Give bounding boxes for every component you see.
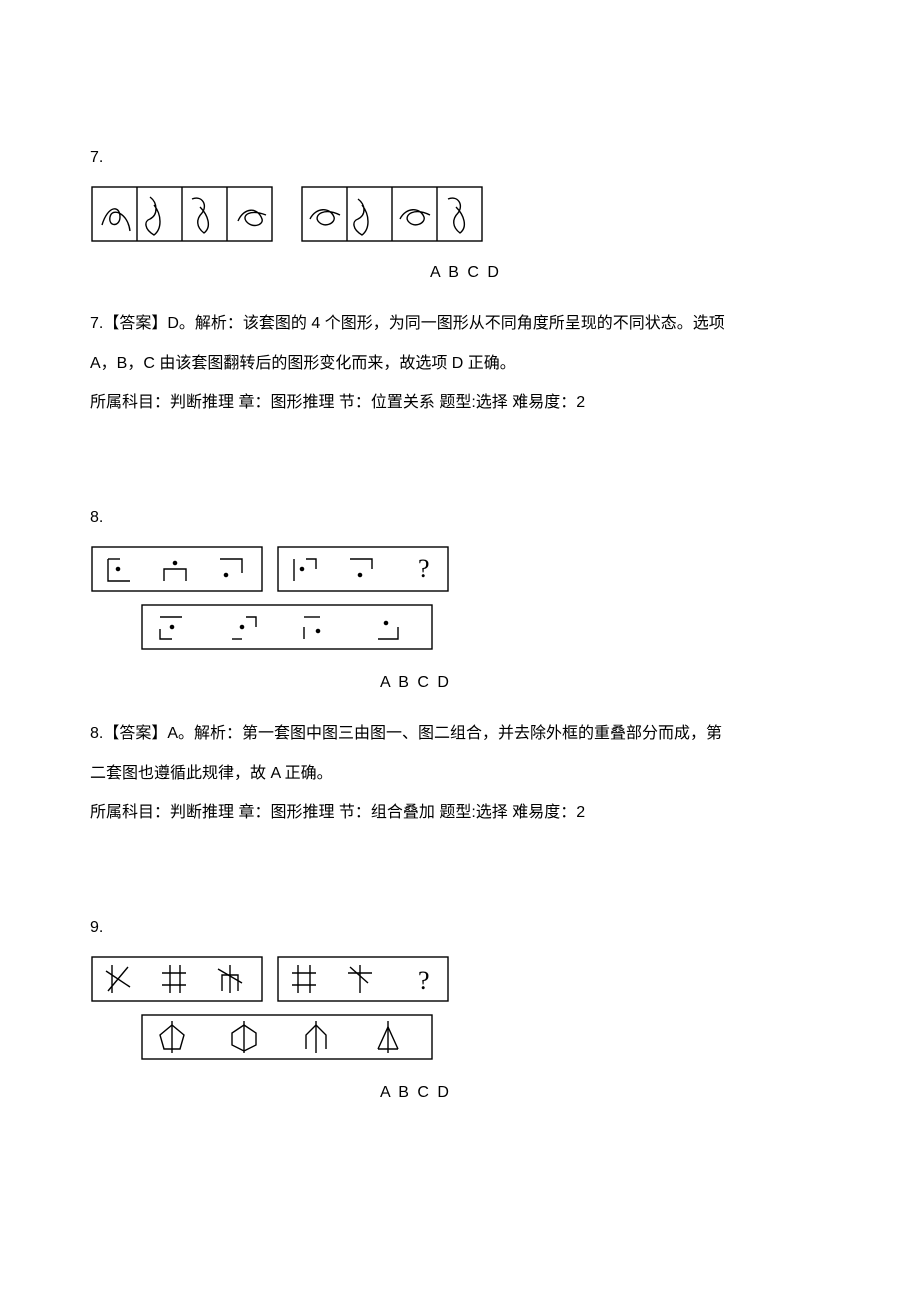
option-letters: A B C D <box>380 1075 920 1110</box>
svg-text:?: ? <box>418 966 430 995</box>
answer-text-cont: 二套图也遵循此规律，故 A 正确。 <box>90 756 920 791</box>
question-number: 7. <box>90 140 920 175</box>
svg-text:?: ? <box>418 554 430 583</box>
question-number: 8. <box>90 500 920 535</box>
q8-figure: ? <box>90 545 920 655</box>
answer-text: 8.【答案】A。解析：第一套图中图三由图一、图二组合，并去除外框的重叠部分而成，… <box>90 716 920 751</box>
answer-text: 7.【答案】D。解析：该套图的 4 个图形，为同一图形从不同角度所呈现的不同状态… <box>90 306 920 341</box>
answer-text-cont: A，B，C 由该套图翻转后的图形变化而来，故选项 D 正确。 <box>90 346 920 381</box>
question-number: 9. <box>90 910 920 945</box>
option-letters: A B C D <box>380 665 920 700</box>
question-meta: 所属科目：判断推理 章：图形推理 节：位置关系 题型:选择 难易度：2 <box>90 385 920 420</box>
question-meta: 所属科目：判断推理 章：图形推理 节：组合叠加 题型:选择 难易度：2 <box>90 795 920 830</box>
q7-figure <box>90 185 920 245</box>
option-letters: A B C D <box>430 255 920 290</box>
q9-figure: ? <box>90 955 920 1065</box>
